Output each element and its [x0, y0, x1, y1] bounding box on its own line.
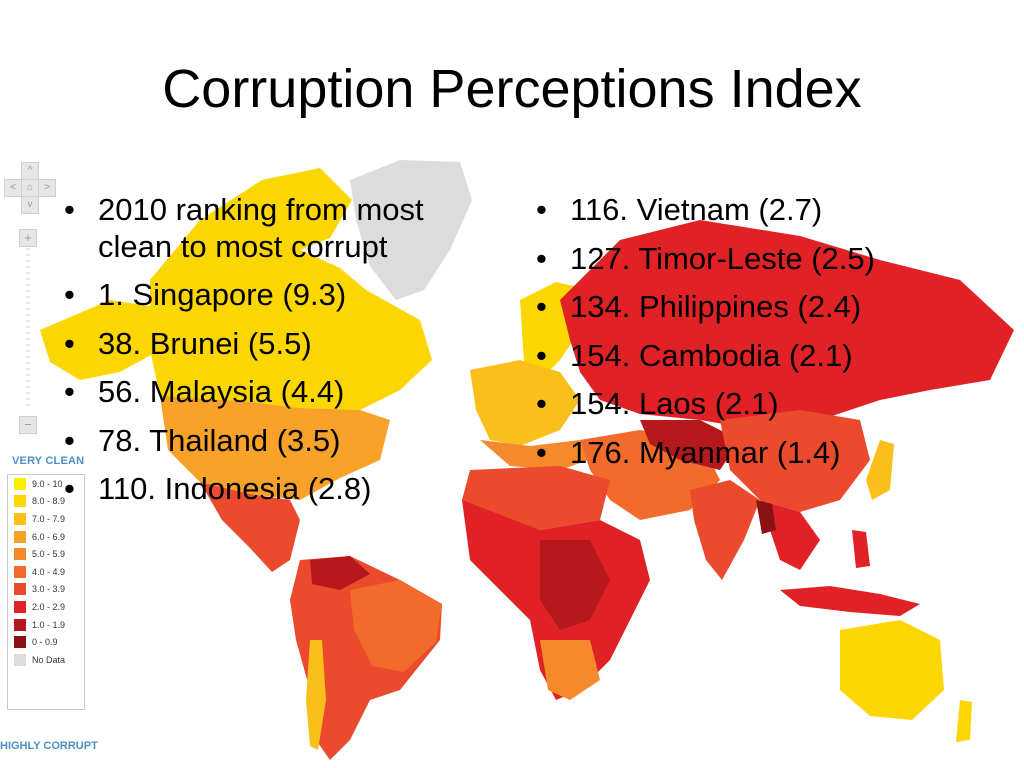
ranking-list-right: 116. Vietnam (2.7) 127. Timor-Leste (2.5…: [530, 192, 950, 483]
india-region: [690, 480, 760, 580]
legend-item: 2.0 - 2.9: [8, 598, 84, 616]
bullet-item: 78. Thailand (3.5): [58, 423, 478, 460]
legend-item: 1.0 - 1.9: [8, 616, 84, 634]
legend-swatch: [14, 495, 26, 508]
chile-region: [306, 640, 326, 750]
legend-label: No Data: [32, 654, 66, 665]
bullet-item: 134. Philippines (2.4): [530, 289, 950, 326]
pan-left-button[interactable]: <: [4, 179, 22, 197]
bullet-item: 38. Brunei (5.5): [58, 326, 478, 363]
bullet-item: 127. Timor-Leste (2.5): [530, 241, 950, 278]
legend-label: 6.0 - 6.9: [32, 531, 66, 542]
zoom-in-button[interactable]: +: [19, 229, 37, 247]
legend-label: 0 - 0.9: [32, 637, 58, 648]
legend-label: 7.0 - 7.9: [32, 513, 66, 524]
legend-label: 8.0 - 8.9: [32, 496, 66, 507]
legend-swatch: [14, 512, 26, 525]
western-europe-region: [470, 360, 580, 446]
southern-africa-region: [540, 640, 600, 700]
legend-label: 5.0 - 5.9: [32, 549, 66, 560]
legend-label: 9.0 - 10: [32, 478, 63, 489]
legend-swatch: [14, 477, 26, 490]
venezuela-region: [310, 556, 370, 590]
legend-label: 4.0 - 4.9: [32, 566, 66, 577]
central-africa-region: [540, 540, 610, 630]
new-zealand-region: [956, 700, 972, 742]
pan-up-button[interactable]: ^: [21, 162, 39, 180]
ranking-list-left: 2010 ranking from most clean to most cor…: [58, 192, 478, 520]
legend-item: 8.0 - 8.9: [8, 493, 84, 511]
legend-item: 3.0 - 3.9: [8, 581, 84, 599]
southeast-asia-region: [760, 500, 820, 570]
legend-item: 7.0 - 7.9: [8, 510, 84, 528]
home-icon[interactable]: ⌂: [21, 179, 39, 197]
legend-swatch: [14, 600, 26, 613]
legend-label: 2.0 - 2.9: [32, 601, 66, 612]
legend-label: 1.0 - 1.9: [32, 619, 66, 630]
legend-swatch: [14, 548, 26, 561]
legend-item: No Data: [8, 651, 84, 669]
bullet-item: 154. Laos (2.1): [530, 386, 950, 423]
bullet-item: 154. Cambodia (2.1): [530, 338, 950, 375]
legend-swatch: [14, 653, 26, 666]
zoom-out-button[interactable]: −: [19, 416, 37, 434]
legend-swatch: [14, 565, 26, 578]
bullet-item: 2010 ranking from most clean to most cor…: [58, 192, 478, 265]
philippines-region: [852, 530, 870, 568]
legend-item: 0 - 0.9: [8, 633, 84, 651]
map-pan-control: ^ < ⌂ > v: [4, 162, 56, 214]
legend-item: 4.0 - 4.9: [8, 563, 84, 581]
brazil-region: [350, 580, 442, 672]
legend-swatch: [14, 618, 26, 631]
myanmar-region: [756, 500, 776, 534]
australia-region: [840, 620, 944, 720]
north-africa-region: [462, 466, 610, 530]
map-legend: 9.0 - 10 8.0 - 8.9 7.0 - 7.9 6.0 - 6.9 5.0 -…: [7, 474, 85, 710]
legend-item: 6.0 - 6.9: [8, 528, 84, 546]
pan-right-button[interactable]: >: [38, 179, 56, 197]
legend-swatch: [14, 583, 26, 596]
legend-highly-corrupt-label: HIGHLY CORRUPT: [0, 740, 98, 752]
bullet-item: 1. Singapore (9.3): [58, 277, 478, 314]
legend-swatch: [14, 530, 26, 543]
bullet-item: 110. Indonesia (2.8): [58, 471, 478, 508]
legend-item: 5.0 - 5.9: [8, 545, 84, 563]
pan-down-button[interactable]: v: [21, 196, 39, 214]
legend-label: 3.0 - 3.9: [32, 584, 66, 595]
zoom-slider[interactable]: [26, 248, 30, 408]
indonesia-region: [780, 586, 920, 616]
bullet-item: 56. Malaysia (4.4): [58, 374, 478, 411]
legend-swatch: [14, 636, 26, 649]
legend-item: 9.0 - 10: [8, 475, 84, 493]
bullet-item: 116. Vietnam (2.7): [530, 192, 950, 229]
bullet-item: 176. Myanmar (1.4): [530, 435, 950, 472]
slide-title: Corruption Perceptions Index: [162, 59, 862, 119]
